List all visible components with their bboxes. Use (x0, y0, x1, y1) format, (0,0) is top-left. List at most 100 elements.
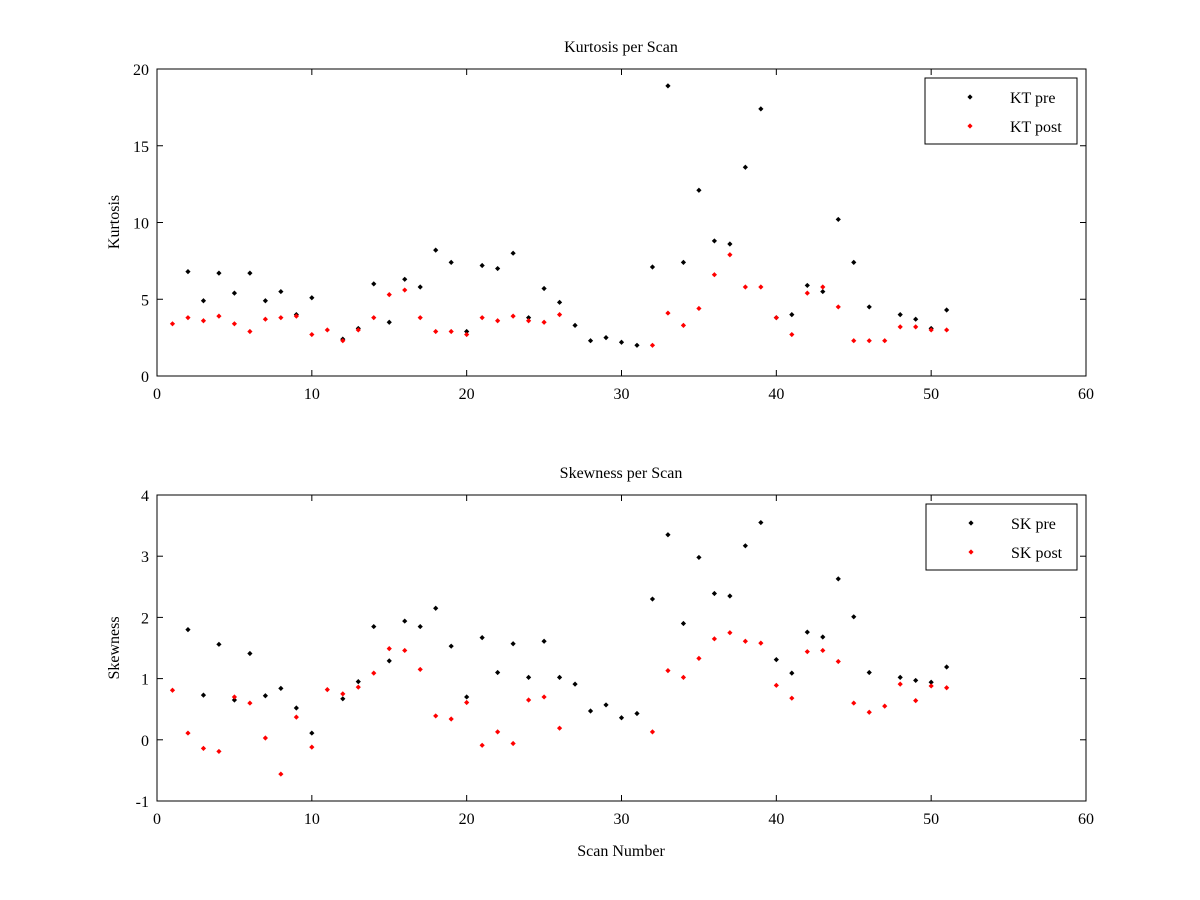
data-point (742, 164, 748, 170)
data-point (293, 313, 299, 319)
data-point (680, 620, 687, 627)
data-point (835, 304, 841, 310)
data-point (417, 284, 423, 290)
y-tick-label: 1 (141, 672, 149, 689)
x-tick-label: 30 (614, 811, 630, 828)
data-point (448, 643, 454, 649)
x-tick-label: 50 (923, 811, 939, 828)
series-kt-post (169, 252, 950, 348)
data-point (866, 709, 872, 715)
x-tick-label: 10 (304, 386, 320, 403)
data-point (541, 638, 547, 644)
data-point (526, 315, 532, 321)
data-point (789, 312, 795, 318)
data-point (231, 290, 238, 296)
data-point (572, 681, 578, 687)
chart-title: Skewness per Scan (560, 465, 683, 482)
data-point (649, 596, 656, 602)
data-point (882, 703, 888, 709)
data-point (495, 669, 501, 676)
data-point (417, 315, 423, 321)
data-point (603, 335, 609, 341)
data-point (386, 292, 392, 298)
data-point (371, 315, 377, 321)
data-point (216, 748, 222, 755)
legend-label: KT post (1010, 119, 1062, 136)
data-point (169, 321, 176, 327)
data-point (495, 265, 501, 272)
legend-label: SK pre (1011, 516, 1056, 533)
kurtosis-panel: Kurtosis per Scan Kurtosis 0 10 20 30 40 50 60… (106, 39, 1094, 403)
y-tick-label: 0 (141, 369, 149, 386)
data-point (309, 295, 315, 301)
data-point (928, 683, 934, 689)
x-tick-label: 60 (1078, 386, 1094, 403)
data-point (402, 287, 408, 293)
data-point (727, 252, 733, 258)
x-tick-label: 0 (153, 811, 161, 828)
data-point (727, 630, 733, 636)
x-tick-label: 40 (768, 811, 784, 828)
data-point (433, 328, 439, 335)
data-point (216, 641, 222, 647)
data-point (587, 338, 594, 344)
y-axis-label: Skewness (106, 616, 123, 679)
data-point (479, 262, 485, 269)
data-point (340, 691, 346, 697)
data-point (200, 745, 207, 751)
x-tick-label: 40 (768, 386, 784, 403)
data-point (417, 666, 423, 673)
data-point (758, 640, 764, 646)
legend-box (925, 503, 1078, 571)
y-tick-label: 0 (141, 733, 149, 750)
data-point (541, 319, 547, 325)
data-point (247, 700, 253, 706)
data-point (820, 647, 826, 654)
data-point (293, 714, 299, 720)
data-point (820, 634, 826, 640)
data-point (185, 627, 191, 633)
data-point (882, 338, 888, 344)
data-point (866, 304, 872, 310)
data-point (804, 282, 810, 289)
chart-title: Kurtosis per Scan (564, 39, 678, 56)
data-point (897, 324, 903, 330)
data-point (464, 328, 470, 335)
data-point (526, 318, 532, 324)
data-point (216, 313, 222, 319)
data-point (711, 590, 717, 597)
x-tick-label: 0 (153, 386, 161, 403)
skewness-panel: Skewness per Scan Skewness Scan Number 0… (106, 465, 1094, 860)
data-point (804, 629, 810, 635)
data-point (928, 327, 934, 333)
data-point (402, 276, 408, 282)
data-point (711, 636, 717, 642)
data-point (216, 270, 222, 276)
y-tick-label: 5 (141, 292, 149, 309)
data-point (665, 83, 671, 89)
data-point (479, 315, 485, 321)
data-point (402, 618, 408, 624)
legend-marker (967, 123, 973, 129)
data-point (897, 674, 903, 680)
data-point (324, 687, 330, 693)
series-sk-post (169, 630, 950, 777)
data-point (851, 614, 857, 620)
data-point (247, 650, 253, 657)
data-point (293, 705, 299, 711)
data-point (866, 338, 872, 344)
data-point (541, 694, 547, 700)
data-point (944, 307, 950, 313)
data-point (804, 290, 810, 296)
data-point (742, 638, 748, 644)
data-point (433, 605, 439, 611)
legend: KT pre KT post (924, 77, 1078, 145)
data-point (680, 259, 687, 266)
data-point (758, 284, 764, 290)
data-point (727, 241, 733, 247)
data-point (556, 725, 563, 731)
data-point (680, 322, 687, 328)
data-point (742, 543, 748, 549)
data-point (448, 328, 454, 335)
data-point (758, 106, 764, 112)
